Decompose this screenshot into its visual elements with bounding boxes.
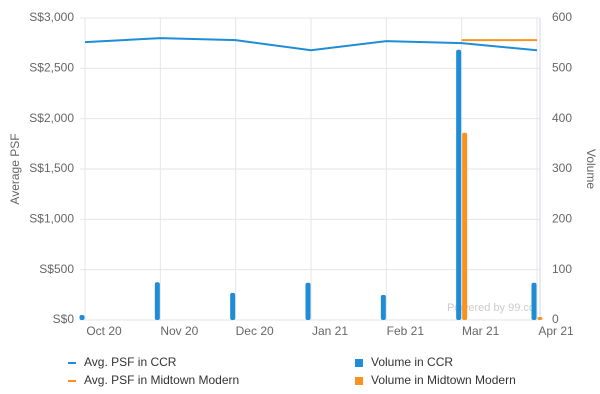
y2-tick-label: 600 [552, 10, 572, 24]
legend-label: Avg. PSF in Midtown Modern [84, 373, 239, 387]
y-tick-label: S$2,500 [29, 61, 74, 75]
x-tick-label: Oct 20 [86, 324, 122, 338]
bar [154, 282, 160, 320]
y-tick-label: S$2,000 [29, 111, 74, 125]
y-tick-label: S$1,500 [29, 161, 74, 175]
x-tick-label: Dec 20 [236, 324, 274, 338]
bar [79, 314, 85, 320]
line [84, 37, 538, 52]
x-tick-label: Jan 21 [312, 324, 348, 338]
y2-axis-title: Volume [584, 149, 598, 189]
y2-tick-label: 200 [552, 212, 572, 226]
watermark: Powered by 99.co [447, 302, 535, 314]
bar [462, 132, 468, 320]
bar [230, 292, 236, 320]
y2-tick-label: 500 [552, 61, 572, 75]
x-tick-label: Feb 21 [387, 324, 425, 338]
x-tick-label: Apr 21 [538, 324, 574, 338]
y-tick-label: S$500 [39, 262, 74, 276]
y2-tick-label: 400 [552, 111, 572, 125]
y-tick-label: S$3,000 [29, 10, 74, 24]
x-tick-label: Nov 20 [160, 324, 198, 338]
legend-label: Volume in Midtown Modern [371, 373, 516, 387]
y2-tick-label: 0 [552, 312, 559, 326]
bar [380, 294, 386, 320]
y2-tick-label: 100 [552, 262, 572, 276]
bar [305, 282, 311, 320]
x-tick-label: Mar 21 [462, 324, 500, 338]
y-axis-title: Average PSF [8, 133, 22, 204]
y2-tick-label: 300 [552, 161, 572, 175]
bar [537, 316, 543, 320]
bar [456, 49, 462, 321]
legend-symbol [355, 359, 363, 367]
y-tick-label: S$1,000 [29, 212, 74, 226]
legend-label: Volume in CCR [371, 355, 453, 369]
legend-symbol [355, 377, 363, 385]
legend-label: Avg. PSF in CCR [84, 355, 177, 369]
y-tick-label: S$0 [53, 312, 75, 326]
bar [531, 282, 537, 320]
